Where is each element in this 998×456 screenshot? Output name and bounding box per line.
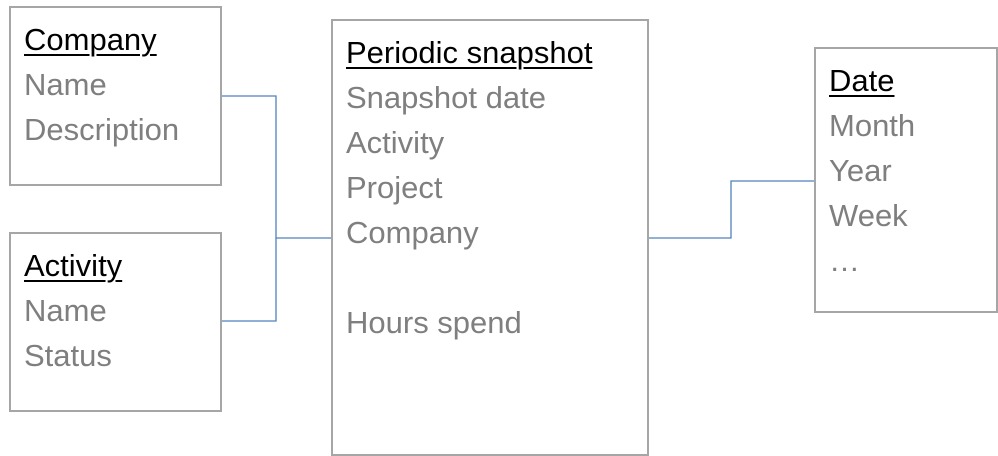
date-field-month: Month	[829, 108, 916, 143]
date-field-week: Week	[829, 198, 908, 233]
date-entity-title: Date	[829, 63, 895, 98]
snapshot-field-hours-spend: Hours spend	[346, 305, 522, 340]
snapshot-to-date-connector	[648, 180, 815, 239]
activity-field-status: Status	[24, 338, 112, 373]
company-to-snapshot-connector	[221, 95, 332, 239]
activity-entity-title: Activity	[24, 248, 123, 283]
company-field-name: Name	[24, 67, 107, 102]
company-field-description: Description	[24, 112, 180, 147]
company-entity-box: Company Name Description	[9, 6, 222, 186]
snapshot-field-activity: Activity	[346, 125, 445, 160]
company-entity-title: Company	[24, 22, 157, 57]
activity-field-name: Name	[24, 293, 107, 328]
date-field-year: Year	[829, 153, 892, 188]
snapshot-field-company: Company	[346, 215, 479, 250]
snapshot-field-project: Project	[346, 170, 443, 205]
activity-to-snapshot-connector	[221, 238, 277, 322]
periodic-snapshot-entity-box: Periodic snapshot Snapshot date Activity…	[331, 19, 649, 456]
snapshot-field-snapshot-date: Snapshot date	[346, 80, 546, 115]
periodic-snapshot-entity-title: Periodic snapshot	[346, 35, 593, 70]
date-field-ellipsis: …	[829, 243, 860, 278]
activity-entity-box: Activity Name Status	[9, 232, 222, 412]
date-entity-box: Date Month Year Week …	[814, 47, 998, 313]
